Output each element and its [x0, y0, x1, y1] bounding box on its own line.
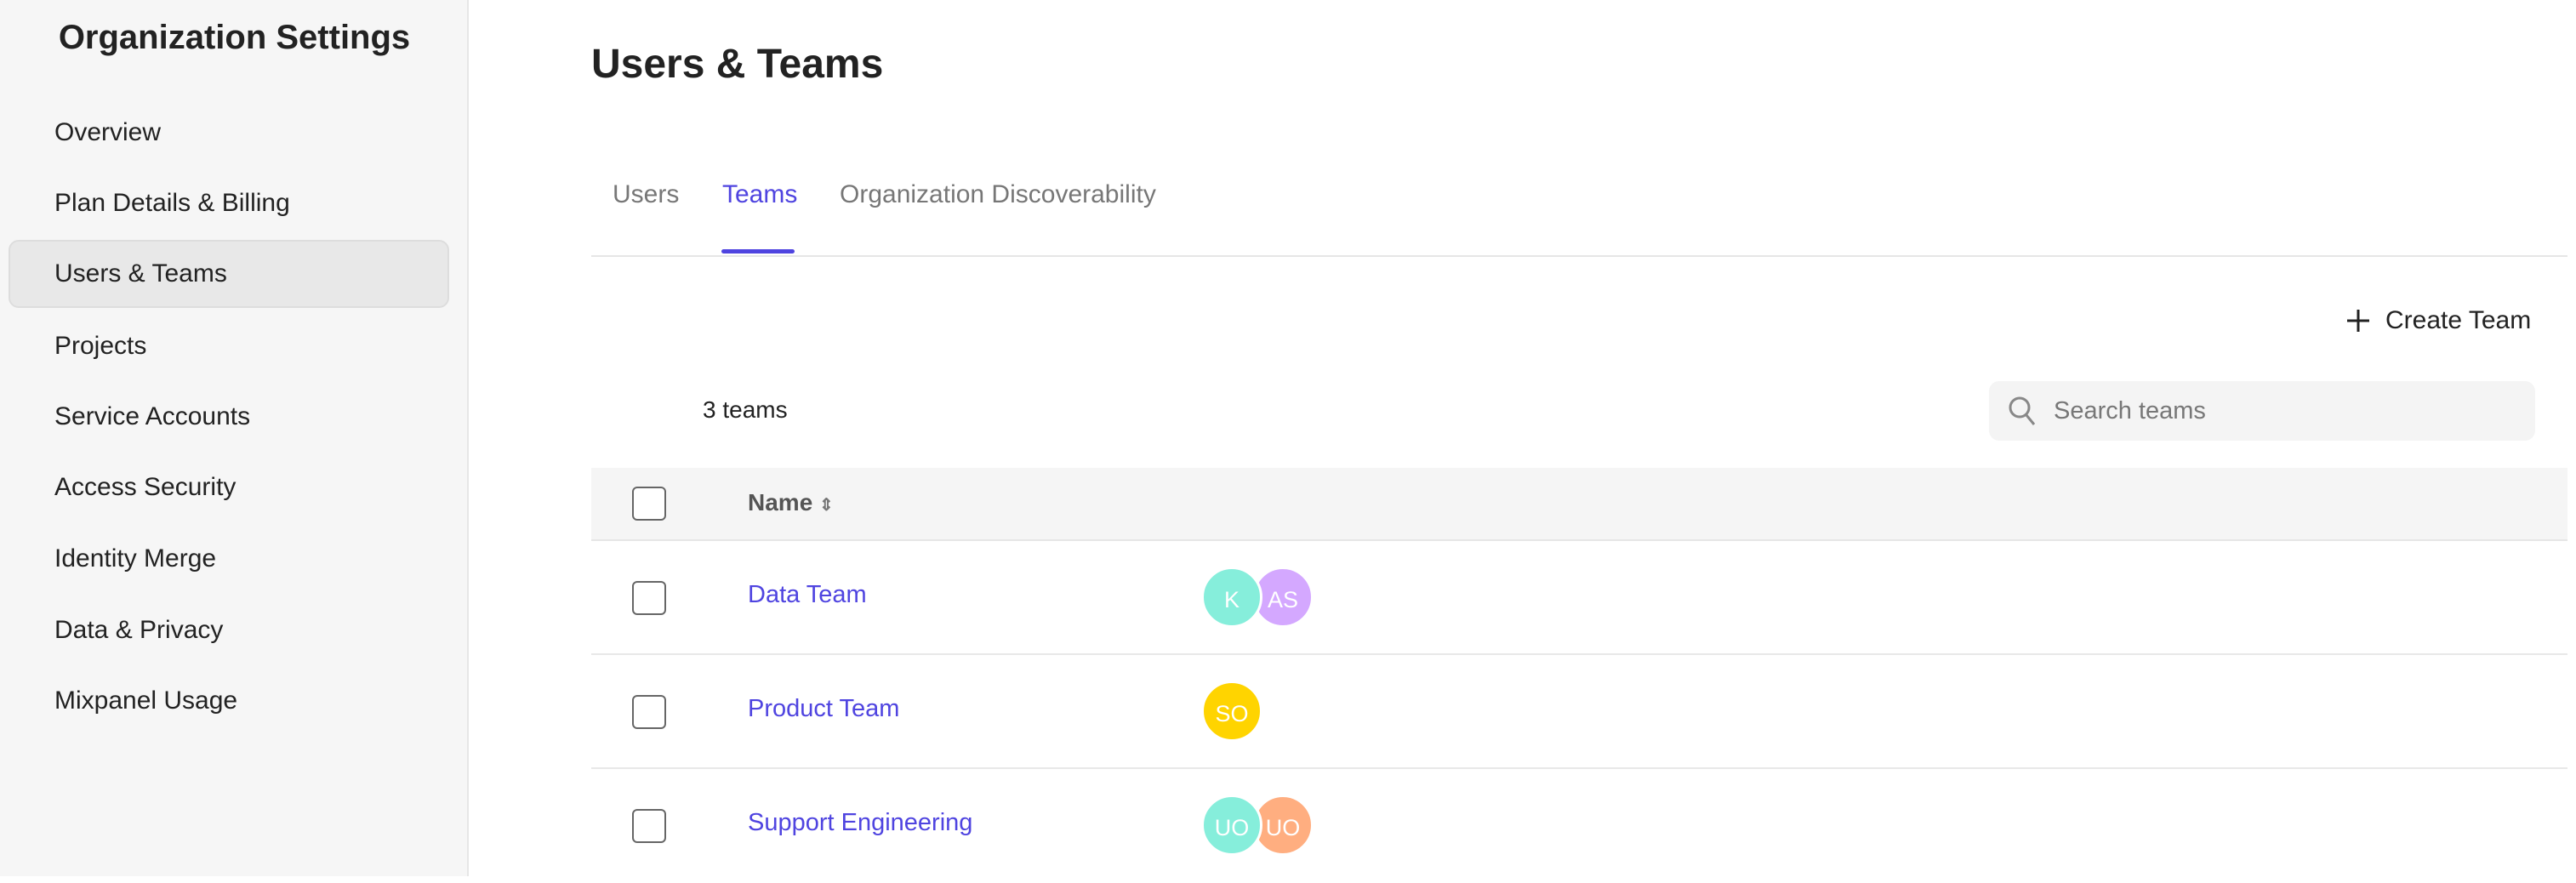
- active-tab-indicator: [721, 249, 795, 254]
- row-checkbox[interactable]: [632, 695, 666, 729]
- sidebar-item-data-privacy[interactable]: Data & Privacy: [54, 616, 224, 644]
- search-icon: [2009, 396, 2036, 425]
- search-placeholder: Search teams: [2054, 396, 2206, 424]
- tab-teams[interactable]: Teams: [722, 180, 798, 208]
- tabs-divider: [591, 255, 2567, 257]
- sidebar-item-mixpanel-usage[interactable]: Mixpanel Usage: [54, 686, 238, 715]
- row-checkbox[interactable]: [632, 809, 666, 843]
- sidebar-item-projects[interactable]: Projects: [54, 332, 147, 360]
- sort-icon: ⇕: [819, 496, 834, 515]
- name-header-label: Name: [748, 489, 813, 516]
- row-checkbox[interactable]: [632, 581, 666, 615]
- search-input[interactable]: Search teams: [1989, 381, 2535, 441]
- avatar: UO: [1252, 795, 1314, 856]
- sidebar-item-identity-merge[interactable]: Identity Merge: [54, 544, 217, 573]
- sidebar: Organization Settings Overview Plan Deta…: [0, 0, 469, 876]
- avatar: SO: [1201, 681, 1262, 742]
- team-name-link[interactable]: Product Team: [748, 695, 900, 722]
- sidebar-item-users-teams[interactable]: Users & Teams: [9, 240, 449, 308]
- table-row: Data Team AS K: [591, 541, 2567, 655]
- page-title: Users & Teams: [591, 42, 884, 87]
- tab-users[interactable]: Users: [613, 180, 680, 208]
- name-column-header[interactable]: Name ⇕: [748, 489, 834, 516]
- sidebar-item-service-accounts[interactable]: Service Accounts: [54, 402, 251, 430]
- avatar: K: [1201, 567, 1262, 628]
- team-name-link[interactable]: Support Engineering: [748, 809, 973, 836]
- table-row: Support Engineering UO UO: [591, 769, 2567, 883]
- table-row: Product Team SO: [591, 655, 2567, 769]
- sidebar-item-overview[interactable]: Overview: [54, 118, 162, 146]
- team-count: 3 teams: [703, 396, 788, 423]
- create-team-label: Create Team: [2385, 306, 2532, 334]
- create-team-button[interactable]: Create Team: [2346, 306, 2531, 335]
- plus-icon: [2347, 310, 2369, 332]
- select-all-checkbox[interactable]: [632, 487, 666, 521]
- tab-organization-discoverability[interactable]: Organization Discoverability: [840, 180, 1156, 208]
- avatar: AS: [1252, 567, 1314, 628]
- table-header: [591, 468, 2567, 541]
- team-name-link[interactable]: Data Team: [748, 581, 867, 608]
- sidebar-item-access-security[interactable]: Access Security: [54, 473, 237, 501]
- avatar: UO: [1201, 795, 1262, 856]
- sidebar-title: Organization Settings: [58, 19, 411, 56]
- sidebar-item-plan-billing[interactable]: Plan Details & Billing: [54, 189, 290, 217]
